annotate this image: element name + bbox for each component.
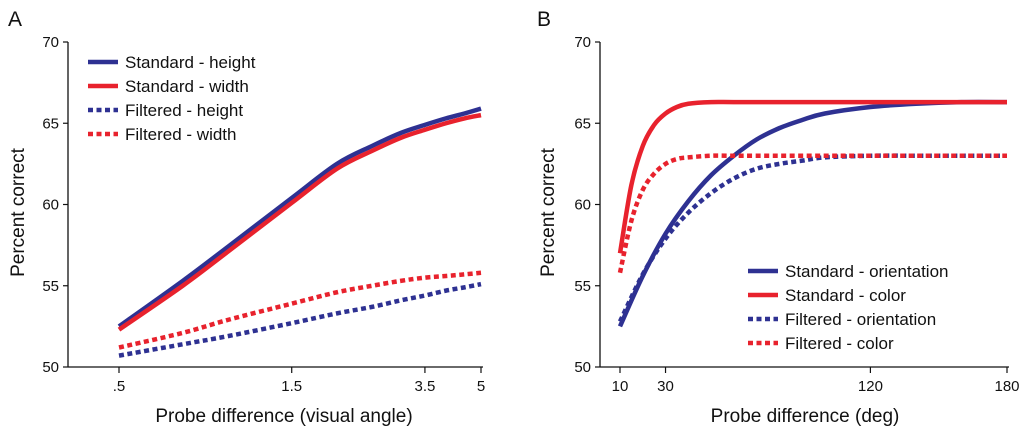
series-line-standard-height bbox=[117, 106, 482, 329]
x-tick-label: 10 bbox=[612, 378, 629, 395]
series-line-standard-color bbox=[617, 99, 1007, 254]
x-tick-label: 1.5 bbox=[281, 378, 302, 395]
panel-b: B 50 55 60 65 70 10 30 120 180 Probe difference (d… bbox=[537, 8, 1020, 427]
y-axis-label: Percent correct bbox=[538, 147, 559, 277]
y-tick-label: 70 bbox=[574, 34, 591, 51]
y-tick-label: 55 bbox=[42, 278, 59, 295]
y-tick-label: 70 bbox=[42, 34, 59, 51]
legend-label: Standard - width bbox=[125, 77, 249, 96]
legend: Standard - height Standard - width Filtere… bbox=[88, 53, 256, 144]
series-line-filtered-height bbox=[118, 281, 482, 358]
legend: Standard - orientation Standard - color Fi… bbox=[748, 262, 949, 353]
series-line-filtered-width bbox=[118, 270, 482, 350]
series-line-filtered-color bbox=[617, 153, 1007, 274]
x-axis-label: Probe difference (deg) bbox=[711, 406, 900, 427]
y-tick-label: 65 bbox=[574, 115, 591, 132]
legend-label: Standard - color bbox=[785, 286, 906, 305]
panel-a: A 50 55 60 65 70 .5 1.5 3.5 5 Probe difference (vi… bbox=[8, 8, 485, 427]
y-tick-label: 55 bbox=[574, 278, 591, 295]
series-line-standard-width bbox=[117, 112, 482, 332]
y-tick-label: 50 bbox=[42, 359, 59, 376]
legend-label: Filtered - orientation bbox=[785, 310, 936, 329]
y-tick-label: 65 bbox=[42, 115, 59, 132]
x-tick-label: 180 bbox=[994, 378, 1019, 395]
legend-label: Filtered - color bbox=[785, 334, 894, 353]
x-tick-label: 120 bbox=[858, 378, 883, 395]
y-tick-label: 50 bbox=[574, 359, 591, 376]
x-tick-label: 5 bbox=[477, 378, 485, 395]
legend-label: Standard - height bbox=[125, 53, 256, 72]
panel-letter: B bbox=[537, 8, 551, 31]
legend-label: Filtered - height bbox=[125, 101, 243, 120]
x-axis-label: Probe difference (visual angle) bbox=[155, 406, 412, 427]
x-tick-label: 30 bbox=[657, 378, 674, 395]
legend-label: Standard - orientation bbox=[785, 262, 949, 281]
x-tick-label: 3.5 bbox=[414, 378, 435, 395]
legend-label: Filtered - width bbox=[125, 125, 236, 144]
y-tick-label: 60 bbox=[42, 197, 59, 214]
x-tick-label: .5 bbox=[113, 378, 126, 395]
y-axis-label: Percent correct bbox=[8, 147, 29, 277]
y-tick-label: 60 bbox=[574, 197, 591, 214]
panel-letter: A bbox=[8, 8, 22, 31]
